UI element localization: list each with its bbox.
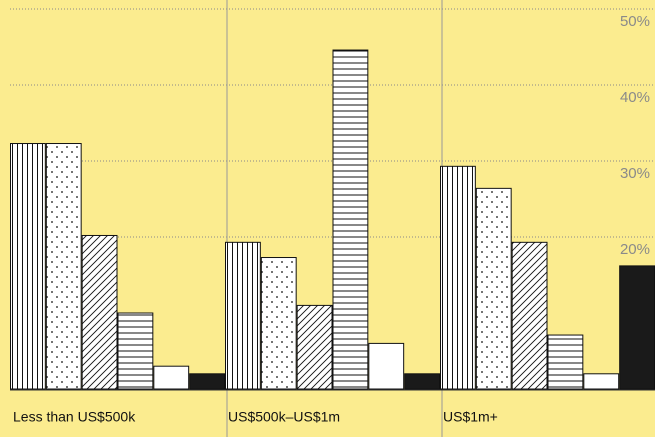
- bar: [117, 312, 154, 390]
- y-tick-label: 50%: [620, 13, 650, 30]
- bar: [404, 373, 440, 390]
- x-tick-label: US$1m+: [443, 409, 498, 425]
- x-tick-label: Less than US$500k: [13, 409, 136, 425]
- y-tick-label: 20%: [620, 241, 650, 258]
- bar: [511, 241, 548, 390]
- bar: [260, 257, 297, 390]
- bar: [332, 49, 369, 390]
- bar: [475, 187, 512, 390]
- x-tick-label: US$500k–US$1m: [228, 409, 340, 425]
- bar: [296, 304, 333, 390]
- bar: [10, 143, 46, 390]
- bar: [547, 334, 584, 390]
- bar: [440, 165, 476, 390]
- y-tick-label: 40%: [620, 89, 650, 106]
- bar: [153, 365, 190, 390]
- bar: [368, 342, 405, 390]
- bar: [45, 143, 82, 390]
- bar: [225, 241, 261, 390]
- bar: [81, 234, 118, 390]
- bar: [583, 373, 620, 390]
- bar: [619, 265, 655, 390]
- y-tick-label: 30%: [620, 165, 650, 182]
- bar: [189, 373, 226, 390]
- bars: [10, 49, 655, 390]
